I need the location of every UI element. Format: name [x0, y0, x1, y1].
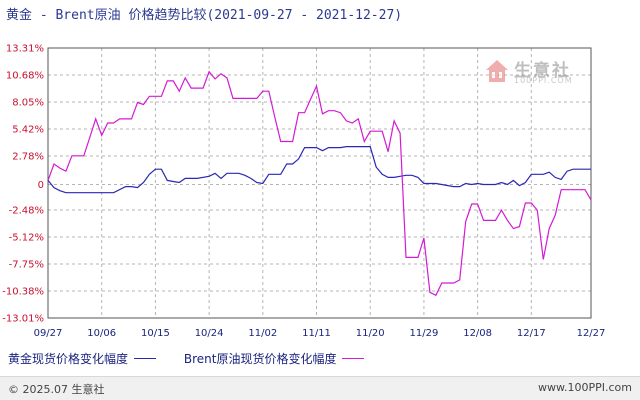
- line-chart: 13.31% 10.68% 8.05% 5.42% 2.78% 0 -2.48% -5.12%…: [2, 44, 606, 340]
- y-tick-label: 13.31%: [6, 44, 44, 55]
- y-tick-label: 2.78%: [12, 152, 44, 163]
- legend-item-brent: Brent原油现货价格变化幅度: [184, 350, 365, 367]
- copyright-text: © 2025.07 生意社: [8, 383, 105, 396]
- x-tick-label: 11/11: [302, 328, 331, 339]
- x-tick-label: 10/06: [87, 328, 116, 339]
- footer-bar: © 2025.07 生意社 www.100PPI.com: [0, 376, 640, 400]
- watermark-name: 生意社: [514, 61, 571, 81]
- y-tick-label: 5.42%: [12, 124, 44, 135]
- legend-swatch-brent: [342, 358, 365, 359]
- y-tick-label: -2.48%: [9, 205, 44, 216]
- legend-swatch-gold: [134, 358, 157, 359]
- y-tick-label: 0: [38, 180, 44, 191]
- series-lines: [47, 70, 592, 297]
- grid: [48, 48, 591, 318]
- legend-label-gold: 黄金现货价格变化幅度: [8, 352, 129, 366]
- x-tick-label: 11/29: [410, 328, 439, 339]
- watermark-logo: 生意社 100PPI.COM: [484, 56, 580, 88]
- y-tick-label: -13.01%: [2, 314, 44, 325]
- plot-frame: [47, 47, 592, 319]
- x-tick-label: 09/27: [34, 328, 63, 339]
- y-tick-label: -5.12%: [9, 233, 44, 244]
- legend-item-gold: 黄金现货价格变化幅度: [8, 350, 157, 367]
- x-tick-label: 11/02: [248, 328, 277, 339]
- legend-label-brent: Brent原油现货价格变化幅度: [183, 352, 337, 366]
- y-tick-label: 10.68%: [6, 70, 44, 81]
- series-line-brent: [47, 70, 592, 297]
- x-axis-ticks: 09/27 10/06 10/15 10/24 11/02 11/11 11/20 11/29…: [34, 328, 606, 339]
- legend: 黄金现货价格变化幅度 Brent原油现货价格变化幅度: [8, 350, 388, 367]
- x-tick-label: 12/08: [463, 328, 492, 339]
- x-tick-label: 10/24: [195, 328, 224, 339]
- y-tick-label: -7.75%: [9, 260, 44, 271]
- series-line-gold: [47, 146, 591, 194]
- y-tick-label: 8.05%: [12, 97, 44, 108]
- y-axis-ticks: 13.31% 10.68% 8.05% 5.42% 2.78% 0 -2.48% -5.12%…: [2, 44, 44, 325]
- x-tick-label: 12/17: [517, 328, 546, 339]
- watermark-url: 100PPI.COM: [514, 76, 573, 85]
- x-tick-label: 12/27: [577, 328, 606, 339]
- house-logo-icon: [486, 60, 508, 82]
- x-tick-label: 10/15: [141, 328, 170, 339]
- site-link[interactable]: www.100PPI.com: [538, 381, 632, 394]
- x-tick-label: 11/20: [356, 328, 385, 339]
- y-tick-label: -10.38%: [2, 287, 44, 298]
- chart-title: 黄金 - Brent原油 价格趋势比较(2021-09-27 - 2021-12…: [6, 8, 403, 23]
